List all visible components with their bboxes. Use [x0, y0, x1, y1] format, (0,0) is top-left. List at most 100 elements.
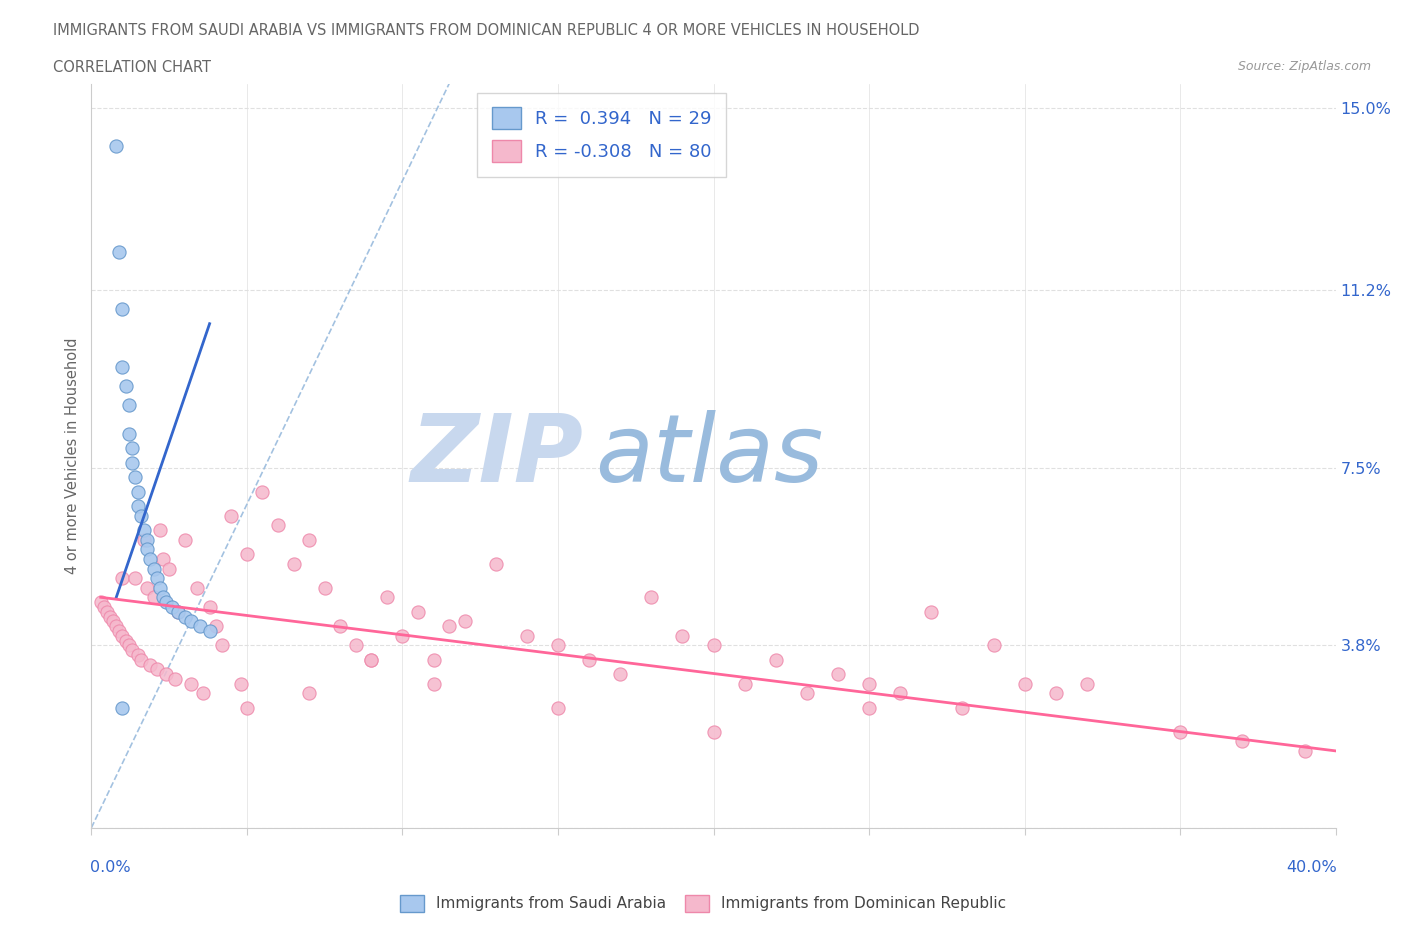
Point — [516, 629, 538, 644]
Point — [121, 643, 143, 658]
Point — [142, 561, 165, 576]
Point — [121, 456, 143, 471]
Point — [609, 667, 631, 682]
Point — [111, 700, 134, 715]
Point — [1014, 676, 1036, 691]
Text: 0.0%: 0.0% — [90, 860, 131, 875]
Point — [152, 551, 174, 566]
Point — [180, 676, 202, 691]
Point — [236, 547, 259, 562]
Point — [173, 609, 195, 624]
Point — [111, 571, 134, 586]
Point — [108, 623, 131, 638]
Point — [145, 662, 167, 677]
Point — [858, 700, 880, 715]
Text: atlas: atlas — [595, 410, 824, 501]
Point — [671, 629, 693, 644]
Point — [205, 618, 228, 633]
Point — [105, 139, 128, 153]
Point — [1232, 734, 1254, 749]
Point — [252, 485, 274, 499]
Text: IMMIGRANTS FROM SAUDI ARABIA VS IMMIGRANTS FROM DOMINICAN REPUBLIC 4 OR MORE VEH: IMMIGRANTS FROM SAUDI ARABIA VS IMMIGRAN… — [53, 23, 920, 38]
Point — [640, 590, 662, 604]
Point — [142, 590, 165, 604]
Point — [124, 470, 146, 485]
Point — [167, 604, 190, 619]
Y-axis label: 4 or more Vehicles in Household: 4 or more Vehicles in Household — [65, 338, 80, 574]
Point — [360, 652, 382, 667]
Point — [702, 724, 725, 739]
Point — [139, 551, 162, 566]
Point — [157, 561, 180, 576]
Point — [167, 604, 190, 619]
Point — [547, 638, 569, 653]
Point — [118, 427, 141, 442]
Point — [149, 580, 172, 595]
Point — [152, 590, 174, 604]
Point — [422, 676, 444, 691]
Point — [101, 614, 124, 629]
Point — [193, 685, 215, 700]
Point — [344, 638, 367, 653]
Point — [1076, 676, 1098, 691]
Point — [118, 398, 141, 413]
Point — [889, 685, 911, 700]
Point — [437, 618, 460, 633]
Point — [136, 542, 159, 557]
Point — [145, 571, 167, 586]
Point — [298, 532, 321, 547]
Point — [180, 614, 202, 629]
Point — [485, 556, 508, 571]
Point — [391, 629, 413, 644]
Point — [375, 590, 398, 604]
Legend: Immigrants from Saudi Arabia, Immigrants from Dominican Republic: Immigrants from Saudi Arabia, Immigrants… — [394, 889, 1012, 918]
Point — [96, 604, 118, 619]
Point — [129, 509, 152, 524]
Point — [93, 600, 115, 615]
Point — [162, 600, 184, 615]
Point — [114, 379, 136, 393]
Point — [136, 580, 159, 595]
Point — [422, 652, 444, 667]
Point — [127, 498, 149, 513]
Point — [547, 700, 569, 715]
Point — [127, 647, 149, 662]
Point — [186, 580, 208, 595]
Point — [165, 671, 187, 686]
Point — [155, 667, 177, 682]
Point — [858, 676, 880, 691]
Text: ZIP: ZIP — [411, 410, 583, 501]
Point — [173, 532, 195, 547]
Point — [198, 600, 221, 615]
Point — [765, 652, 787, 667]
Point — [98, 609, 121, 624]
Point — [211, 638, 233, 653]
Point — [236, 700, 259, 715]
Point — [827, 667, 849, 682]
Point — [406, 604, 429, 619]
Point — [188, 618, 211, 633]
Point — [983, 638, 1005, 653]
Point — [950, 700, 973, 715]
Point — [108, 245, 131, 259]
Point — [118, 638, 141, 653]
Point — [134, 523, 156, 538]
Point — [139, 658, 162, 672]
Text: Source: ZipAtlas.com: Source: ZipAtlas.com — [1237, 60, 1371, 73]
Legend: R =  0.394   N = 29, R = -0.308   N = 80: R = 0.394 N = 29, R = -0.308 N = 80 — [477, 93, 725, 177]
Point — [1168, 724, 1191, 739]
Point — [127, 485, 149, 499]
Point — [121, 441, 143, 456]
Point — [229, 676, 252, 691]
Point — [702, 638, 725, 653]
Point — [796, 685, 818, 700]
Point — [111, 360, 134, 375]
Point — [90, 594, 112, 609]
Point — [198, 623, 221, 638]
Point — [920, 604, 942, 619]
Point — [114, 633, 136, 648]
Point — [149, 523, 172, 538]
Point — [734, 676, 756, 691]
Point — [155, 594, 177, 609]
Point — [329, 618, 352, 633]
